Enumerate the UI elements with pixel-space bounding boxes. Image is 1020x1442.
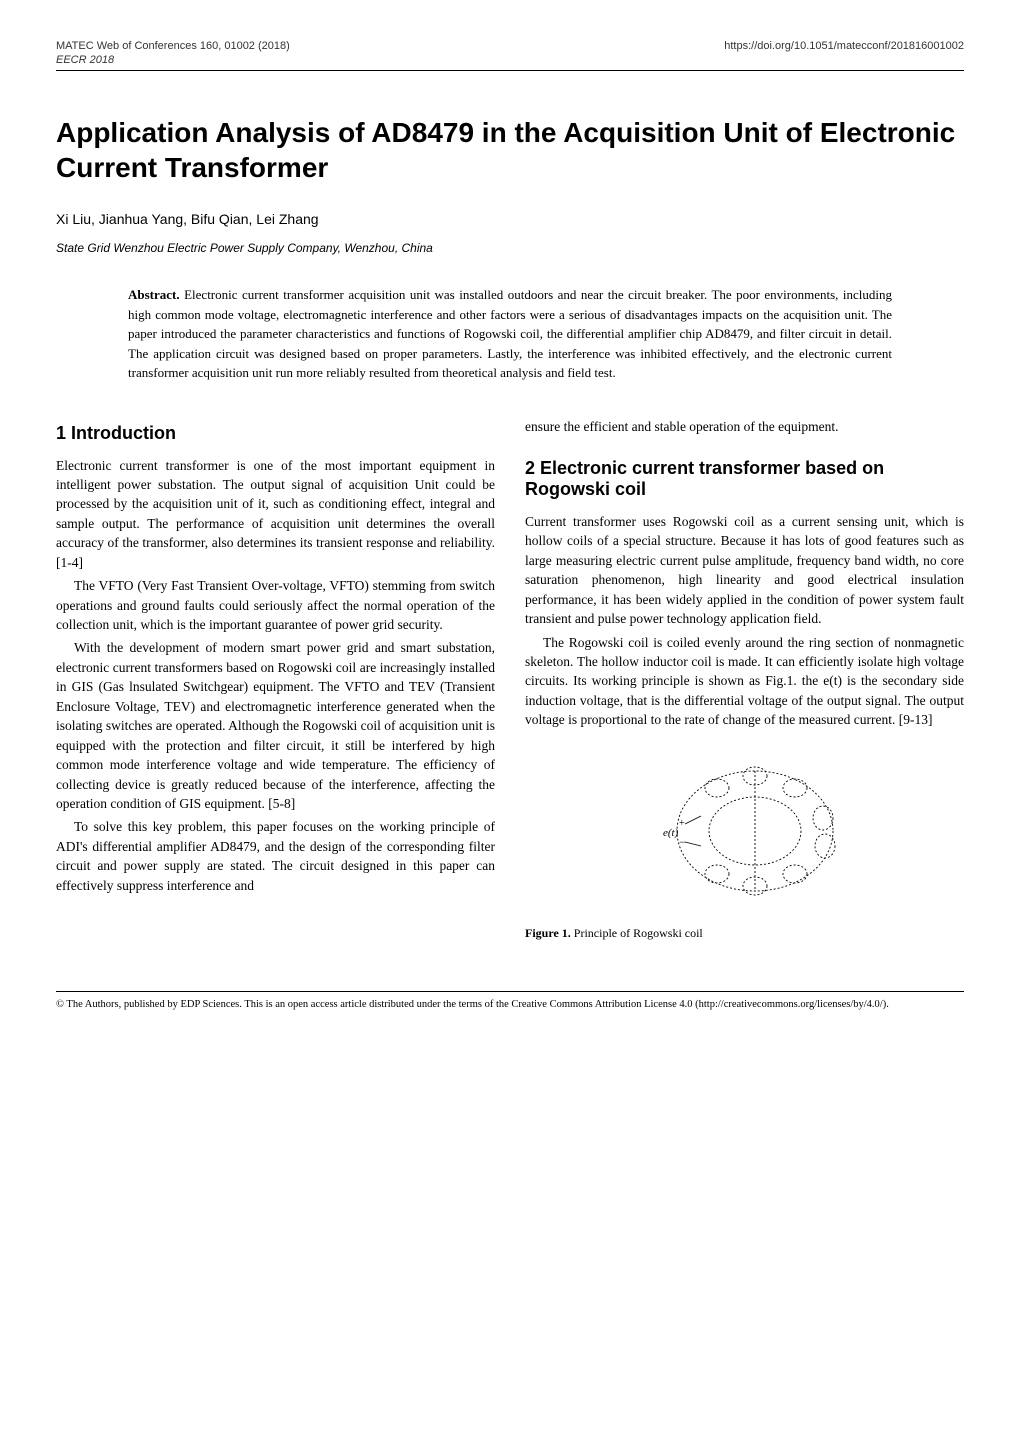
journal-ref: MATEC Web of Conferences 160, 01002 (201… [56,40,290,52]
abstract-label: Abstract. [128,287,180,302]
section-1-p3: With the development of modern smart pow… [56,638,495,813]
left-column: 1 Introduction Electronic current transf… [56,417,495,951]
svg-text:e(t): e(t) [663,827,679,839]
license-text: © The Authors, published by EDP Sciences… [56,998,964,1012]
figure-1-caption: Figure 1. Principle of Rogowski coil [525,926,964,941]
body-columns: 1 Introduction Electronic current transf… [56,417,964,951]
svg-text:−: − [679,835,686,849]
rogowski-coil-diagram: e(t)+ − [645,746,845,916]
section-2-p1: Current transformer uses Rogowski coil a… [525,512,964,629]
footer-divider [56,991,964,992]
figure-1-label: Figure 1. [525,926,571,940]
svg-text:+: + [679,818,685,829]
author-affiliation: State Grid Wenzhou Electric Power Supply… [56,241,964,255]
section-1-heading: 1 Introduction [56,423,495,444]
section-2-p2: The Rogowski coil is coiled evenly aroun… [525,633,964,730]
figure-1-caption-text: Principle of Rogowski coil [571,926,703,940]
figure-1: e(t)+ − Figure 1. Principle of Rogowski c… [525,746,964,941]
section-1-p4-cont: ensure the efficient and stable operatio… [525,417,964,436]
section-1-p2: The VFTO (Very Fast Transient Over-volta… [56,576,495,634]
conference-ref: EECR 2018 [56,54,964,66]
page-header: MATEC Web of Conferences 160, 01002 (201… [56,40,964,52]
section-1-p4: To solve this key problem, this paper fo… [56,817,495,895]
right-column: ensure the efficient and stable operatio… [525,417,964,951]
header-divider [56,70,964,71]
paper-title: Application Analysis of AD8479 in the Ac… [56,115,964,185]
abstract-text: Electronic current transformer acquisiti… [128,287,892,380]
section-2-heading: 2 Electronic current transformer based o… [525,458,964,500]
section-1-p1: Electronic current transformer is one of… [56,456,495,573]
abstract: Abstract. Electronic current transformer… [128,285,892,383]
author-list: Xi Liu, Jianhua Yang, Bifu Qian, Lei Zha… [56,211,964,227]
doi-link[interactable]: https://doi.org/10.1051/matecconf/201816… [724,40,964,52]
